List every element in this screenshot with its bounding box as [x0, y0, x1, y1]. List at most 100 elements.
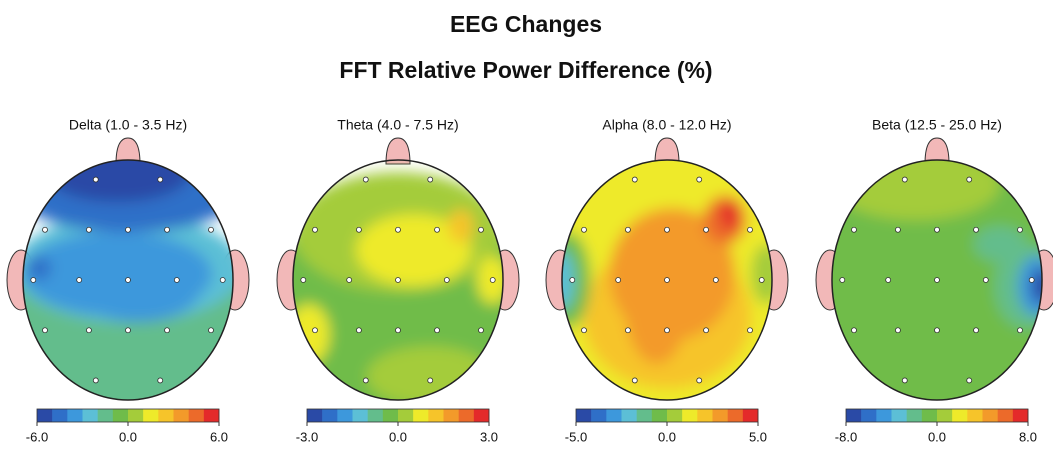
electrode: [839, 277, 846, 283]
color-region: [1031, 268, 1042, 304]
electrode: [1028, 277, 1035, 283]
head-outline: [22, 159, 234, 401]
electrode: [346, 277, 353, 283]
colorbar-cell: [727, 409, 744, 422]
electrode: [885, 277, 892, 283]
electrode: [125, 327, 131, 334]
color-region: [625, 244, 688, 364]
colorbar-cell: [307, 409, 323, 422]
color-region: [832, 160, 1000, 220]
colorbar-tick-label: 0.0: [928, 429, 946, 444]
topomap: [832, 160, 1042, 400]
electrode: [208, 327, 214, 334]
color-region: [448, 209, 474, 243]
electrode: [664, 226, 670, 233]
topomap: [293, 172, 503, 400]
color-region: [293, 304, 330, 364]
electrode: [703, 327, 709, 334]
electrode: [395, 327, 401, 334]
colorbar-cell: [742, 409, 759, 422]
electrode: [76, 277, 83, 283]
colorbar-cell: [876, 409, 892, 422]
electrode: [1017, 327, 1023, 334]
electrode: [312, 226, 318, 233]
colorbar-cell: [697, 409, 713, 422]
colorbar-cell: [112, 409, 129, 422]
electrode: [581, 226, 587, 233]
nose: [115, 137, 141, 165]
electrode: [489, 277, 496, 283]
nose: [654, 137, 680, 165]
electrode: [395, 226, 401, 233]
colorbar-cell: [712, 409, 728, 422]
colorbar-tick-label: -5.0: [565, 429, 587, 444]
electrode: [625, 226, 631, 233]
colorbar-tick-label: 3.0: [480, 429, 498, 444]
colorbar-cell: [458, 409, 475, 422]
colorbar-tick-label: 8.0: [1019, 429, 1037, 444]
electrode: [966, 377, 973, 384]
colorbar-cell: [352, 409, 368, 422]
map-label: Alpha (8.0 - 12.0 Hz): [602, 117, 731, 133]
electrode: [434, 226, 440, 233]
colorbar-cell: [97, 409, 114, 422]
colorbar-cell: [621, 409, 637, 422]
electrode: [895, 226, 901, 233]
colorbar-tick-label: 6.0: [210, 429, 228, 444]
colorbar-cell: [473, 409, 490, 422]
electrode: [443, 277, 450, 283]
electrode: [758, 277, 765, 283]
colorbar-cell: [1012, 409, 1029, 422]
colorbar-cell: [906, 409, 923, 422]
colorbar-cell: [576, 409, 592, 422]
colorbar-cell: [967, 409, 983, 422]
subtitle: FFT Relative Power Difference (%): [339, 57, 712, 83]
color-region: [720, 198, 740, 230]
electrode: [581, 327, 587, 334]
colorbar-cell: [651, 409, 668, 422]
color-region: [26, 256, 52, 280]
electrode: [86, 327, 92, 334]
electrode: [982, 277, 989, 283]
colorbar-cell: [937, 409, 953, 422]
colorbar-cell: [37, 409, 53, 422]
colorbar-cell: [997, 409, 1014, 422]
electrode: [615, 277, 622, 283]
electrode: [901, 377, 908, 384]
electrode: [362, 176, 369, 183]
colorbar-cell: [382, 409, 399, 422]
colorbar-cell: [128, 409, 144, 422]
colorbar-cell: [82, 409, 98, 422]
electrode: [934, 277, 940, 283]
colorbar-cell: [67, 409, 83, 422]
electrode: [356, 226, 362, 233]
colorbar-tick-label: 0.0: [119, 429, 137, 444]
electrode: [219, 277, 226, 283]
electrode: [125, 277, 131, 283]
electrode: [164, 327, 170, 334]
electrode: [92, 176, 99, 183]
electrode: [125, 226, 131, 233]
colorbar-cell: [413, 409, 429, 422]
electrode: [973, 327, 979, 334]
colorbar-cell: [337, 409, 353, 422]
color-region: [356, 214, 472, 286]
electrode: [664, 277, 670, 283]
colorbar-cell: [682, 409, 698, 422]
electrode: [966, 176, 973, 183]
electrode: [30, 277, 37, 283]
head-outline: [561, 159, 773, 401]
color-region: [751, 244, 772, 304]
electrode: [696, 377, 703, 384]
colorbar-cell: [952, 409, 968, 422]
electrode: [569, 277, 576, 283]
electrode: [42, 327, 48, 334]
head-outline: [831, 159, 1043, 401]
electrode: [86, 226, 92, 233]
electrode: [631, 176, 638, 183]
topomap-fill: [23, 160, 233, 400]
electrode: [712, 277, 719, 283]
map-label: Beta (12.5 - 25.0 Hz): [872, 117, 1002, 133]
electrode: [434, 327, 440, 334]
